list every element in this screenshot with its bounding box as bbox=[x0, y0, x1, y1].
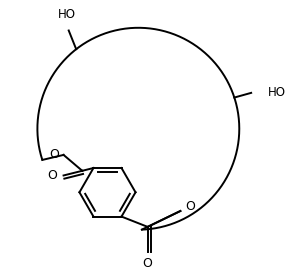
Text: HO: HO bbox=[268, 86, 285, 99]
Text: O: O bbox=[185, 200, 195, 213]
Text: HO: HO bbox=[58, 8, 76, 21]
Text: O: O bbox=[49, 148, 59, 161]
Text: O: O bbox=[143, 257, 153, 270]
Text: O: O bbox=[47, 169, 57, 182]
